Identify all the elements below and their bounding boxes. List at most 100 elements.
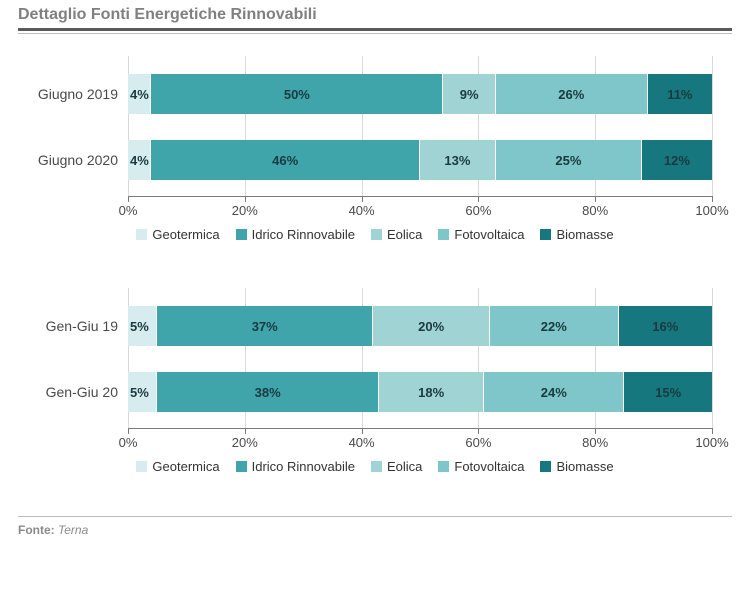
segment-eolica: 18% [379, 372, 484, 412]
segment-geotermica: 5% [128, 372, 157, 412]
axis-tick-label: 100% [695, 203, 728, 218]
segment-value-label: 50% [284, 87, 310, 102]
legend-label: Biomasse [556, 227, 613, 242]
row-label: Gen-Giu 19 [18, 306, 118, 346]
axis-tick-label: 80% [582, 435, 608, 450]
chart-2-plot: Gen-Giu 195%37%20%22%16%Gen-Giu 205%38%1… [128, 288, 712, 429]
title-rule-thick [18, 28, 732, 31]
legend-item-idrico_rinnovabile: Idrico Rinnovabile [236, 227, 355, 242]
legend-item-biomasse: Biomasse [540, 227, 613, 242]
chart-2-legend: Geotermica Idrico Rinnovabile Eolica Fotovo… [18, 459, 732, 475]
legend-label: Biomasse [556, 459, 613, 474]
segment-idrico_rinnovabile: 50% [151, 74, 443, 114]
segment-value-label: 5% [130, 385, 149, 400]
stacked-bar: 5% 38% 18% 24% 15% [128, 372, 712, 412]
segment-fotovoltaica: 26% [496, 74, 648, 114]
axis-tick-label: 20% [232, 203, 258, 218]
segment-fotovoltaica: 24% [484, 372, 624, 412]
grid-line [712, 56, 713, 202]
title-rule-thin [18, 33, 732, 34]
source-label: Fonte: [18, 523, 55, 537]
segment-value-label: 18% [418, 385, 444, 400]
legend-label: Fotovoltaica [454, 227, 524, 242]
legend-item-fotovoltaica: Fotovoltaica [438, 459, 524, 474]
segment-value-label: 11% [667, 87, 692, 102]
chart-block-2: Gen-Giu 195%37%20%22%16%Gen-Giu 205%38%1… [18, 288, 732, 498]
axis-tick-label: 40% [349, 203, 375, 218]
stacked-bar: 4%46%13%25%12% [128, 140, 712, 180]
segment-eolica: 9% [443, 74, 496, 114]
axis-tick-label: 0% [119, 203, 138, 218]
segment-geotermica: 5% [128, 306, 157, 346]
segment-geotermica: 4% [128, 74, 151, 114]
segment-value-label: 22% [541, 319, 567, 334]
segment-biomasse: 11% [648, 74, 712, 114]
segment-biomasse: 12% [642, 140, 712, 180]
legend-label: Geotermica [152, 459, 219, 474]
axis-tick-label: 80% [582, 203, 608, 218]
legend-item-fotovoltaica: Fotovoltaica [438, 227, 524, 242]
chart-1-xaxis: 0%20%40%60%80%100% [128, 197, 712, 217]
segment-value-label: 26% [558, 87, 584, 102]
segment-idrico_rinnovabile: 46% [151, 140, 420, 180]
axis-tick-label: 40% [349, 435, 375, 450]
segment-value-label: 9% [460, 87, 479, 102]
legend-swatch [371, 229, 382, 240]
segment-value-label: 20% [418, 319, 444, 334]
chart-1-plot: Giugno 20194%50%9%26%11%Giugno 20204%46%… [128, 56, 712, 197]
legend-swatch [236, 461, 247, 472]
legend-item-geotermica: Geotermica [136, 227, 219, 242]
legend-label: Idrico Rinnovabile [252, 459, 355, 474]
segment-value-label: 15% [655, 385, 681, 400]
chart-block-1: Giugno 20194% 50% 9% 26% 11%Giugno 2020 4% 46%… [18, 56, 732, 266]
chart-2-xaxis: 0%20%40%60%80%100% [128, 429, 712, 449]
bar-row: Giugno 20194%50%9%26%11% [128, 74, 712, 114]
chart-1-legend: Geotermica Idrico Rinnovabile Eolica Fotovo… [18, 227, 732, 243]
bar-row: Gen-Giu 195%37%20%22%16% [128, 306, 712, 346]
legend-swatch [540, 229, 551, 240]
legend-swatch [136, 461, 147, 472]
segment-value-label: 25% [555, 153, 581, 168]
legend-label: Geotermica [152, 227, 219, 242]
page-title: Dettaglio Fonti Energetiche Rinnovabili [18, 6, 732, 26]
segment-idrico_rinnovabile: 38% [157, 372, 379, 412]
source-rule [18, 516, 732, 517]
legend-label: Fotovoltaica [454, 459, 524, 474]
segment-biomasse: 15% [624, 372, 712, 412]
axis-tick [712, 196, 713, 202]
segment-value-label: 37% [252, 319, 278, 334]
axis-tick [712, 428, 713, 434]
segment-idrico_rinnovabile: 37% [157, 306, 373, 346]
axis-tick-label: 100% [695, 435, 728, 450]
segment-value-label: 24% [541, 385, 567, 400]
stacked-bar: 4% 50% 9% 26% 11% [128, 74, 712, 114]
segment-fotovoltaica: 22% [490, 306, 618, 346]
legend-swatch [236, 229, 247, 240]
axis-tick-label: 60% [465, 203, 491, 218]
segment-value-label: 16% [652, 319, 678, 334]
legend-item-biomasse: Biomasse [540, 459, 613, 474]
grid-line [712, 288, 713, 434]
legend-swatch [438, 461, 449, 472]
legend-swatch [540, 461, 551, 472]
legend-item-eolica: Eolica [371, 459, 422, 474]
segment-eolica: 13% [420, 140, 496, 180]
axis-tick-label: 0% [119, 435, 138, 450]
segment-value-label: 13% [444, 153, 470, 168]
legend-item-idrico_rinnovabile: Idrico Rinnovabile [236, 459, 355, 474]
segment-value-label: 46% [272, 153, 298, 168]
bar-row: Giugno 20204%46%13%25%12% [128, 140, 712, 180]
row-label: Giugno 2019 [18, 74, 118, 114]
segment-value-label: 38% [255, 385, 281, 400]
row-label: Giugno 2020 [18, 140, 118, 180]
legend-item-geotermica: Geotermica [136, 459, 219, 474]
legend-label: Eolica [387, 227, 422, 242]
legend-label: Idrico Rinnovabile [252, 227, 355, 242]
row-label: Gen-Giu 20 [18, 372, 118, 412]
axis-tick-label: 60% [465, 435, 491, 450]
legend-swatch [438, 229, 449, 240]
segment-value-label: 4% [130, 87, 149, 102]
legend-label: Eolica [387, 459, 422, 474]
segment-fotovoltaica: 25% [496, 140, 642, 180]
segment-value-label: 12% [664, 153, 690, 168]
